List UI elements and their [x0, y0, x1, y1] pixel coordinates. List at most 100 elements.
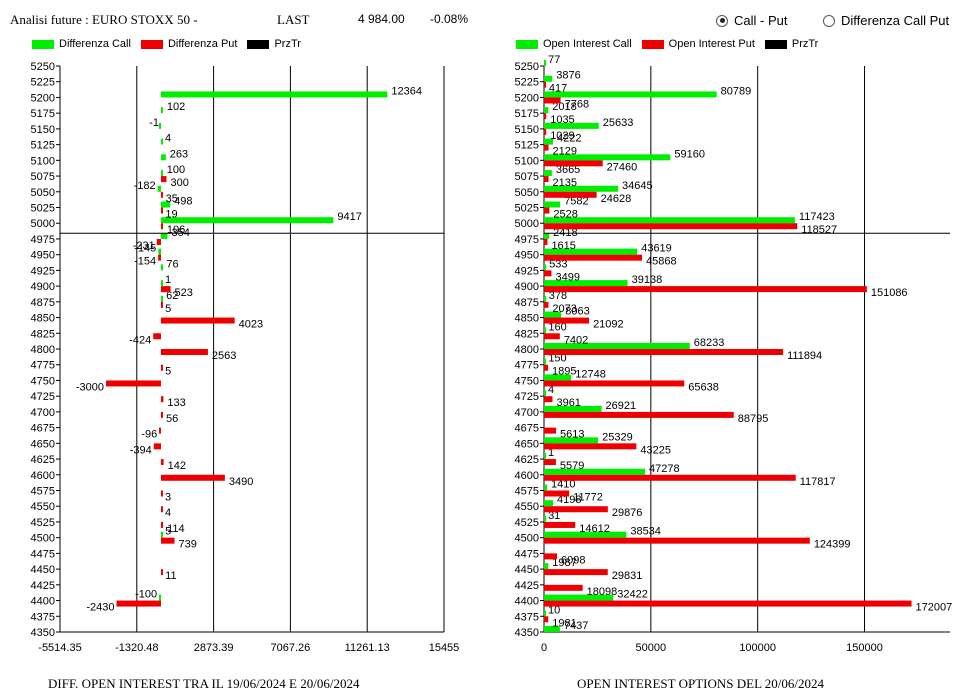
- y-tick-label: 4400: [515, 596, 539, 608]
- call-bar: [160, 264, 163, 271]
- y-tick-label: 5150: [515, 124, 539, 136]
- bar-value-label: 102: [167, 101, 185, 113]
- bar-value-label: 124399: [814, 539, 851, 551]
- bar-value-label: 25633: [603, 117, 634, 129]
- bar-value-label: 3961: [556, 397, 580, 409]
- bar-value-label: 7437: [564, 620, 588, 632]
- bar-value-label: 2563: [212, 350, 236, 362]
- put-bar: [544, 537, 810, 544]
- bar-value-label: 14612: [579, 523, 610, 535]
- y-tick-label: 4875: [515, 297, 539, 309]
- bar-value-label: 11: [165, 570, 176, 582]
- bar-value-label: 24628: [601, 193, 632, 205]
- y-tick-label: 4825: [31, 328, 55, 340]
- y-tick-label: 5125: [31, 140, 55, 152]
- bar-value-label: 1: [165, 274, 171, 286]
- bar-value-label: 34645: [622, 180, 653, 192]
- bar-value-label: 172007: [916, 602, 953, 614]
- diff-oi-chart: -5514.35 -1320.48 2873.39 7067.26 11261.13 15…: [31, 61, 460, 654]
- bar-value-label: 3490: [229, 476, 253, 488]
- call-bar: [544, 343, 690, 349]
- bar-value-label: 2528: [553, 209, 577, 221]
- bar-value-label: 7402: [564, 334, 588, 346]
- y-tick-label: 5025: [515, 203, 539, 215]
- put-bar: [544, 553, 558, 560]
- bar-value-label: 106: [167, 224, 185, 236]
- call-bar: [544, 500, 553, 507]
- radio-call-put[interactable]: Call - Put: [716, 13, 787, 28]
- y-tick-label: 4525: [31, 517, 55, 529]
- bar-value-label: 47278: [649, 463, 680, 475]
- bar-value-label: 21092: [593, 319, 624, 331]
- bar-value-label: 43225: [640, 444, 671, 456]
- call-bar: [544, 563, 549, 570]
- bar-value-label: 417: [549, 83, 567, 95]
- y-tick-label: 4625: [31, 454, 55, 466]
- bar-value-label: 117423: [799, 211, 835, 223]
- bar-value-label: 1615: [551, 240, 575, 252]
- bar-value-label: 1029: [550, 130, 574, 142]
- put-bar: [160, 301, 163, 308]
- last-label: LAST: [277, 12, 310, 27]
- bar-value-label: -231: [133, 240, 155, 252]
- bar-value-label: 59160: [674, 148, 705, 160]
- put-bar: [158, 254, 161, 261]
- y-tick-label: 4850: [515, 313, 539, 325]
- bar-value-label: 88795: [738, 413, 769, 425]
- bar-value-label: -3000: [76, 381, 104, 393]
- bar-value-label: -182: [134, 180, 156, 192]
- bar-value-label: -2430: [86, 602, 114, 614]
- put-bar: [160, 191, 163, 198]
- put-bar: [544, 380, 685, 387]
- call-bar: [544, 280, 628, 287]
- bar-value-label: 533: [549, 258, 567, 270]
- call-bar: [544, 264, 546, 271]
- radio-diff-call-put[interactable]: Differenza Call Put: [823, 13, 949, 28]
- y-tick-label: 4825: [515, 328, 539, 340]
- bar-value-label: 142: [168, 460, 186, 472]
- put-bar: [544, 97, 561, 104]
- put-bar: [160, 537, 175, 544]
- bar-value-label: 29831: [612, 570, 643, 582]
- call-bar: [544, 154, 671, 161]
- bar-value-label: 35: [166, 193, 178, 205]
- bar-value-label: 62: [166, 290, 178, 302]
- call-bar: [544, 91, 717, 98]
- put-bar: [160, 207, 163, 214]
- y-tick-label: 4375: [31, 611, 55, 623]
- y-tick-label: 5250: [31, 61, 55, 73]
- put-bar: [544, 459, 556, 466]
- radio-selected-icon[interactable]: [716, 14, 728, 27]
- bar-value-label: -424: [129, 334, 151, 346]
- y-tick-label: 4750: [515, 375, 539, 387]
- y-tick-label: 4775: [31, 360, 55, 372]
- bar-value-label: 114: [167, 523, 185, 535]
- call-bar: [544, 232, 550, 239]
- call-bar: [158, 248, 161, 255]
- y-tick-label: 5200: [515, 92, 539, 104]
- call-bar: [544, 170, 552, 177]
- legend-prztr-swatch: [247, 39, 270, 49]
- call-bar: [544, 405, 602, 412]
- bar-value-label: 1410: [551, 479, 575, 491]
- left-caption: DIFF. OPEN INTEREST TRA IL 19/06/2024 E …: [48, 676, 360, 691]
- bar-value-label: 300: [170, 177, 188, 189]
- y-tick-label: 4425: [515, 580, 539, 592]
- put-bar: [544, 317, 590, 324]
- radio-unselected-icon[interactable]: [823, 14, 835, 27]
- y-tick-label: 4975: [515, 234, 539, 246]
- bar-value-label: 68233: [694, 337, 725, 349]
- radio-call-put-label: Call - Put: [734, 13, 788, 28]
- put-bar: [544, 238, 548, 245]
- put-bar: [160, 411, 163, 418]
- put-bar: [160, 506, 163, 513]
- y-tick-label: 5000: [31, 218, 55, 230]
- bar-value-label: 3665: [556, 164, 580, 176]
- put-bar: [544, 443, 637, 450]
- bar-value-label: 25329: [602, 431, 633, 443]
- bar-value-label: 76: [166, 258, 178, 270]
- x-tick-label: 15455: [429, 642, 460, 654]
- legend-prztr-swatch-right: [764, 39, 787, 49]
- x-tick-label: 0: [541, 642, 547, 654]
- put-bar: [544, 584, 583, 591]
